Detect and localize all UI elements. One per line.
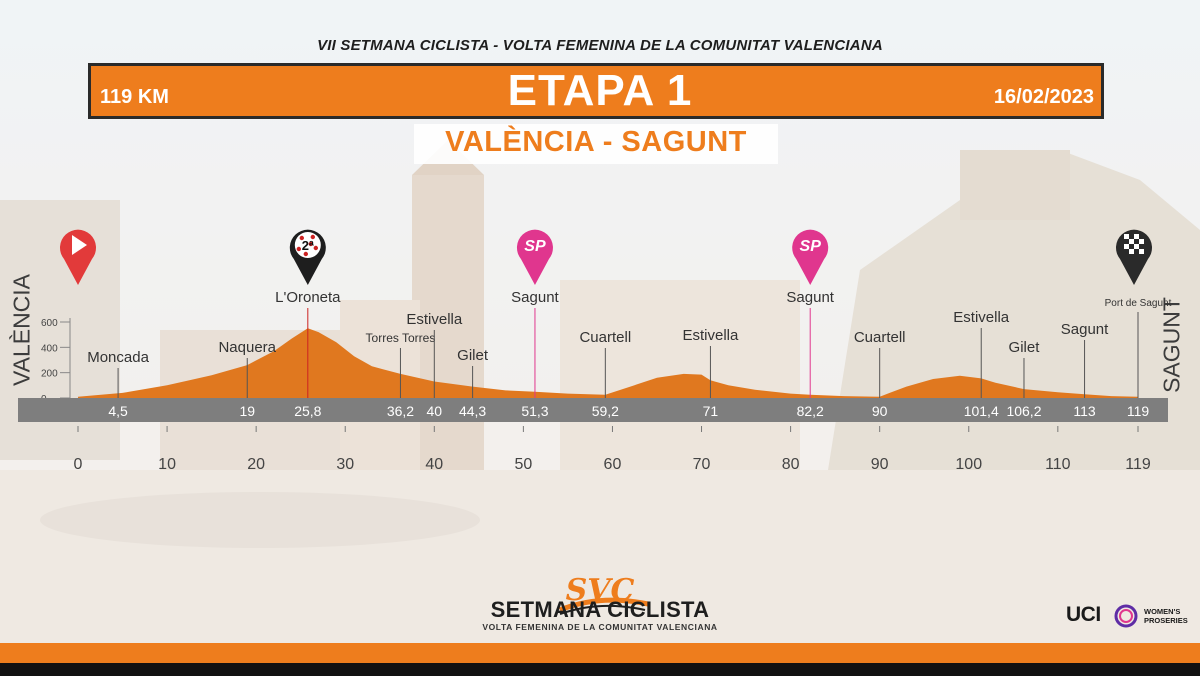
uci-series-label: WOMEN'S PROSERIES — [1144, 607, 1188, 625]
x-tick-label: 10 — [158, 456, 176, 473]
waypoint-name: Cuartell — [854, 329, 906, 346]
stage-header-bar — [88, 63, 1104, 119]
x-tick-label: 119 — [1125, 456, 1151, 473]
y-tick-label: 600 — [41, 318, 58, 329]
waypoint-km-label: 119 — [1127, 403, 1150, 419]
x-tick-label: 0 — [74, 456, 83, 473]
x-tick-label: 20 — [247, 456, 265, 473]
uci-logo: UCI — [1066, 603, 1101, 626]
finish-checker — [1129, 249, 1134, 254]
y-tick-label: 400 — [41, 343, 58, 354]
x-tick-label: 50 — [514, 456, 532, 473]
uci-rings-icon — [1114, 604, 1138, 628]
waypoint-name: Estivella — [683, 327, 740, 344]
kom-dot — [296, 246, 302, 252]
logo-name: SETMANA CICLISTA — [490, 597, 710, 622]
waypoint-name: Estivella — [406, 311, 463, 328]
logo-subtitle: VOLTA FEMENINA DE LA COMUNITAT VALENCIAN… — [482, 622, 718, 632]
waypoint-km-label: 90 — [872, 403, 888, 419]
finish-checker — [1139, 239, 1144, 244]
x-tick-label: 110 — [1045, 456, 1071, 473]
waypoint-km-label: 40 — [427, 403, 443, 419]
footer-orange-band — [0, 643, 1200, 663]
svc-logo-mark: SVC — [566, 573, 635, 608]
waypoint-km-label: 113 — [1073, 403, 1096, 419]
x-tick-label: 30 — [336, 456, 354, 473]
waypoint-km-label: 59,2 — [592, 403, 619, 419]
finish-checker — [1139, 249, 1144, 254]
waypoint-km-label: 4,5 — [108, 403, 128, 419]
sprint-marker — [792, 229, 829, 285]
waypoint-km-label: 51,3 — [521, 403, 548, 419]
waypoint-name: Moncada — [87, 349, 149, 366]
waypoint-name: Port de Sagunt — [1105, 298, 1172, 309]
kom-dot — [303, 251, 309, 257]
kom-category-label: 2ª — [302, 238, 314, 253]
stage-distance: 119 KM — [100, 86, 169, 108]
x-tick-label: 100 — [955, 456, 982, 473]
waypoint-km-label: 106,2 — [1006, 403, 1041, 419]
stage-date: 16/02/2023 — [993, 86, 1094, 108]
x-tick-label: 60 — [604, 456, 622, 473]
x-tick-label: 40 — [425, 456, 443, 473]
start-play-icon — [72, 235, 87, 255]
sprint-label: SP — [800, 238, 822, 255]
stage-number: ETAPA 1 — [507, 66, 693, 115]
route-box — [414, 124, 778, 164]
waypoint-name: Sagunt — [1061, 321, 1109, 338]
finish-checker — [1124, 234, 1129, 239]
waypoint-km-label: 44,3 — [459, 403, 486, 419]
waypoint-name: Naquera — [218, 339, 276, 356]
distance-band — [18, 398, 1168, 422]
waypoint-km-label: 19 — [239, 403, 255, 419]
x-tick-label: 80 — [782, 456, 800, 473]
sprint-label: SP — [524, 238, 546, 255]
waypoint-name: Sagunt — [786, 289, 834, 306]
sprint-marker — [516, 229, 553, 285]
waypoint-name: Torres Torres — [366, 331, 436, 345]
finish-checker — [1129, 239, 1134, 244]
finish-checker — [1134, 244, 1139, 249]
waypoint-name: Gilet — [1009, 339, 1041, 356]
finish-checker — [1124, 244, 1129, 249]
waypoint-km-label: 25,8 — [294, 403, 321, 419]
waypoint-km-label: 101,4 — [964, 403, 999, 419]
waypoint-name: L'Oroneta — [275, 289, 341, 306]
footer-dark-band — [0, 663, 1200, 676]
x-tick-label: 70 — [693, 456, 711, 473]
waypoint-name: Cuartell — [579, 329, 631, 346]
kom-dot — [299, 235, 305, 241]
start-marker — [60, 229, 97, 285]
svc-logo: SVC — [559, 573, 649, 615]
elevation-area — [78, 328, 1138, 398]
waypoint-name: Gilet — [457, 347, 489, 364]
waypoint-km-label: 82,2 — [797, 403, 824, 419]
y-tick-label: 200 — [41, 369, 58, 380]
kom-dot — [310, 234, 316, 240]
waypoint-name: Sagunt — [511, 289, 559, 306]
waypoint-km-label: 36,2 — [387, 403, 414, 419]
x-tick-label: 90 — [871, 456, 889, 473]
kom-dot — [313, 245, 319, 251]
finish-checker — [1134, 234, 1139, 239]
waypoint-name: Estivella — [953, 309, 1010, 326]
waypoint-km-label: 71 — [703, 403, 719, 419]
series-title: VII SETMANA CICLISTA - VOLTA FEMENINA DE… — [317, 37, 883, 54]
kom-dot — [308, 241, 314, 247]
route-title: VALÈNCIA - SAGUNT — [445, 126, 747, 158]
